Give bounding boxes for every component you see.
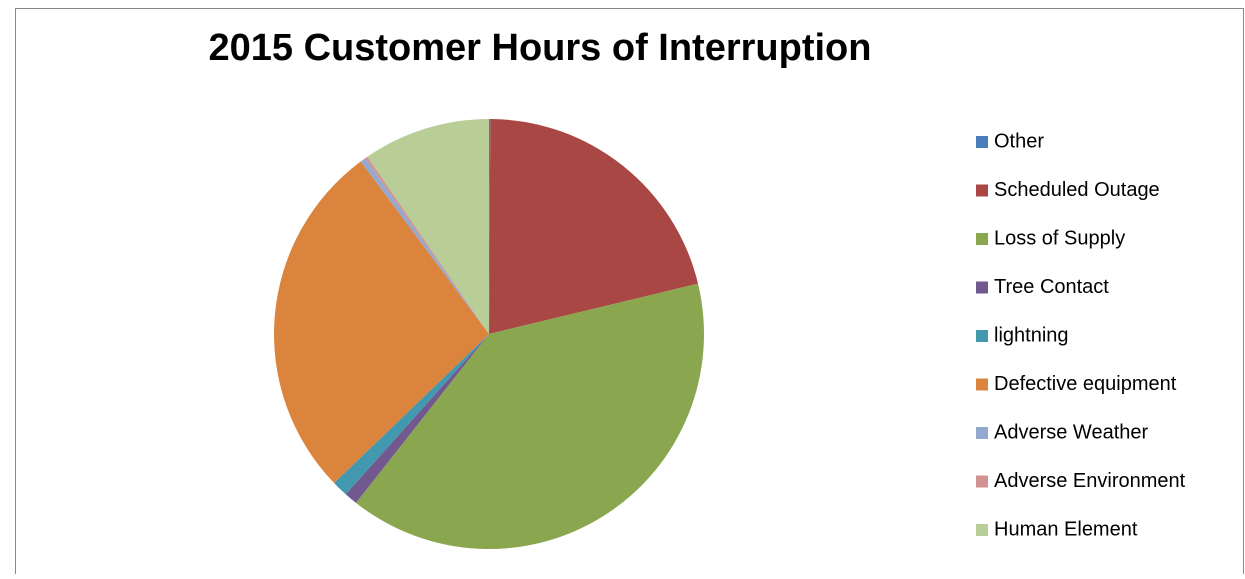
pie-slice — [489, 119, 491, 334]
legend-swatch — [976, 330, 988, 342]
legend-swatch — [976, 184, 988, 197]
legend-swatch — [976, 281, 988, 294]
legend-label: Defective equipment — [994, 373, 1177, 395]
pie-slice — [274, 161, 489, 484]
legend-label: Human Element — [994, 518, 1138, 540]
legend-swatch — [976, 136, 988, 148]
legend-label: Adverse Weather — [994, 421, 1148, 443]
pie-slice — [365, 156, 489, 334]
pie-slice — [489, 119, 699, 335]
chart-title: 2015 Customer Hours of Interruption — [209, 27, 872, 69]
legend-swatch — [976, 233, 988, 245]
legend-swatch — [976, 378, 988, 391]
legend-swatch — [976, 524, 988, 536]
pie-slice — [334, 334, 489, 495]
legend-label: Scheduled Outage — [994, 179, 1160, 201]
legend-swatch — [976, 427, 988, 439]
pie-slice — [355, 283, 705, 549]
legend-label: Tree Contact — [994, 276, 1109, 298]
legend-swatch — [976, 475, 988, 488]
pie-slice — [345, 334, 489, 503]
pie-slice — [367, 119, 489, 334]
legend-label: Loss of Supply — [994, 227, 1125, 249]
legend-label: Other — [994, 130, 1044, 152]
pie-slice — [360, 158, 489, 334]
legend-label: lightning — [994, 324, 1069, 346]
legend-label: Adverse Environment — [994, 470, 1186, 492]
